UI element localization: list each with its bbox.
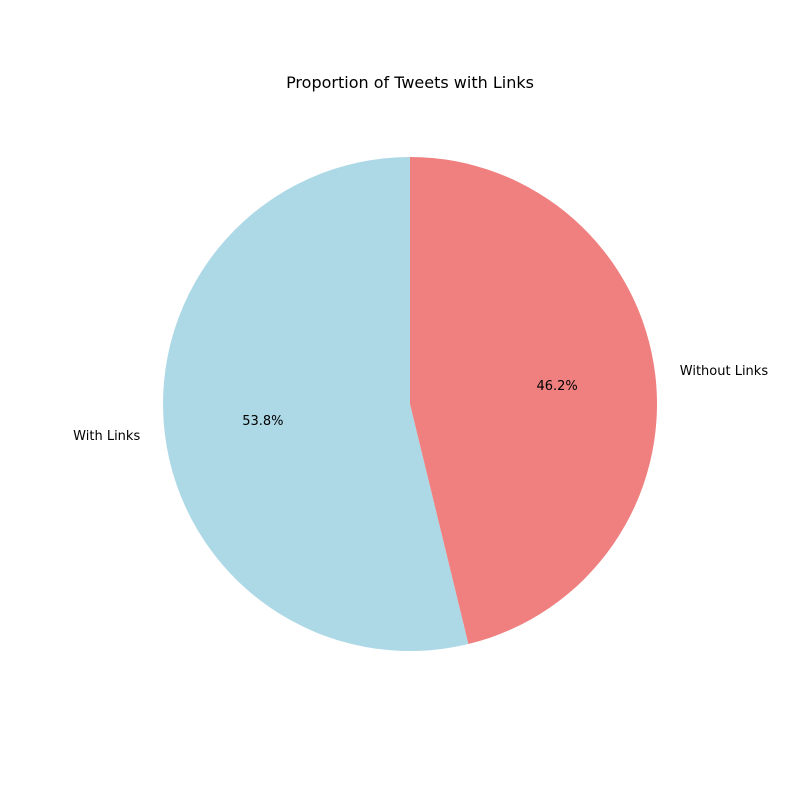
chart-title: Proportion of Tweets with Links (286, 73, 534, 92)
pie-slices (163, 157, 657, 651)
slice-label-with-links: With Links (73, 429, 140, 444)
pie-labels: With Links 53.8% Without Links 46.2% (73, 364, 768, 444)
slice-percent-without-links: 46.2% (536, 379, 577, 394)
slice-label-without-links: Without Links (680, 364, 769, 379)
slice-percent-with-links: 53.8% (242, 414, 283, 429)
pie-slice-without-links (410, 157, 657, 644)
pie-slice-with-links (163, 157, 469, 651)
